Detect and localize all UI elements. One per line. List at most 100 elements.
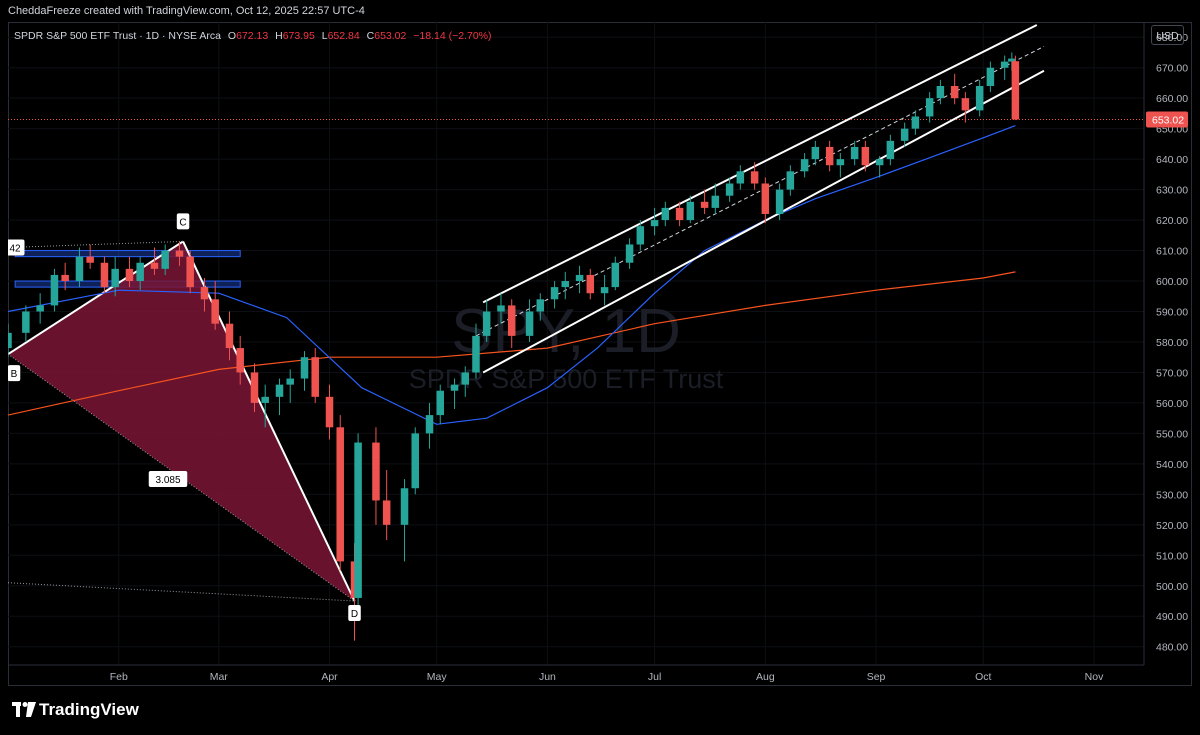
candle-up: [836, 153, 845, 178]
candle-up: [425, 402, 434, 449]
time-tick-label: Feb: [110, 671, 128, 683]
channel-lower-line: [482, 69, 1045, 374]
attribution-text: CheddaFreeze created with TradingView.co…: [8, 5, 365, 17]
candle-body: [736, 171, 745, 184]
candle-down: [675, 201, 684, 227]
pattern-leg-bd: [8, 353, 355, 602]
price-tick-label: 660.00: [1156, 93, 1188, 105]
candle-body: [22, 311, 30, 333]
candle-down: [100, 256, 109, 294]
candle-body: [436, 390, 445, 416]
candle-up: [936, 79, 945, 105]
point-label-c: C: [179, 217, 186, 228]
candle-body: [225, 323, 234, 349]
candle-down: [861, 140, 870, 172]
candle-body: [711, 195, 720, 208]
candle-body: [175, 250, 184, 257]
candle-up: [8, 323, 12, 358]
candle-body: [275, 384, 284, 397]
candle-body: [975, 85, 984, 111]
candle-body: [150, 262, 159, 269]
price-tick-label: 520.00: [1156, 520, 1188, 532]
candle-body: [100, 262, 109, 288]
candle-up: [536, 293, 545, 321]
open-label: O: [227, 30, 237, 42]
candle-body: [861, 146, 870, 166]
time-axis[interactable]: Feb Mar Apr May Jun Jul Aug Sep Oct Nov: [8, 664, 1144, 683]
pattern-labels: B C D 3.085 42: [8, 213, 361, 622]
candle-body: [400, 488, 409, 525]
point-label-b-box: [8, 365, 21, 382]
candle-body: [661, 207, 670, 221]
candle-up: [900, 122, 909, 147]
trend-channel[interactable]: [475, 24, 1045, 374]
candle-down: [125, 256, 134, 288]
candle-body: [575, 274, 584, 282]
pattern-ratio-label: 3.085: [155, 475, 180, 486]
candle-body: [825, 146, 834, 166]
candle-body: [936, 85, 945, 99]
close-label: C: [366, 30, 375, 42]
price-axis[interactable]: 480.00 490.00 500.00 510.00 520.00 530.00 540.…: [1143, 22, 1188, 665]
candle-up: [886, 134, 895, 166]
candle-up: [850, 140, 859, 166]
candle-body: [354, 442, 362, 598]
candle-up: [136, 256, 144, 291]
harmonic-pattern[interactable]: [8, 240, 356, 602]
candle-up: [711, 183, 720, 214]
candle-up: [400, 479, 409, 562]
candle-body: [250, 372, 259, 403]
candle-body: [211, 299, 219, 324]
last-price-badge: [1146, 111, 1188, 128]
point-label-b: B: [11, 369, 18, 380]
pattern-edge-label: 42: [9, 244, 21, 255]
price-tick-label: 610.00: [1156, 246, 1188, 258]
candle-down: [250, 363, 259, 413]
candle-body: [850, 146, 859, 160]
candle-up: [161, 244, 169, 275]
candle-body: [561, 281, 570, 288]
last-price-label: 653.02: [1152, 114, 1184, 126]
candle-down: [86, 244, 94, 269]
candle-down: [507, 299, 516, 349]
candle-body: [461, 372, 470, 385]
currency-button[interactable]: USD: [1151, 25, 1184, 45]
candle-body: [925, 98, 934, 117]
candle-up: [625, 238, 634, 269]
candle-body: [811, 146, 820, 160]
time-tick-label: Nov: [1085, 671, 1104, 683]
price-tick-label: 590.00: [1156, 307, 1188, 319]
candle-up: [650, 207, 659, 236]
candle-body: [886, 140, 895, 160]
high-label: H: [275, 30, 283, 42]
candle-up: [575, 265, 584, 294]
candle-down: [961, 92, 970, 123]
change-value: −18.14 (−2.70%): [413, 30, 492, 42]
candle-up: [875, 156, 884, 178]
candle-body: [700, 201, 709, 208]
price-tick-label: 540.00: [1156, 459, 1188, 471]
candle-body: [450, 384, 459, 391]
price-tick-label: 680.00: [1156, 32, 1188, 44]
candle-body: [586, 274, 595, 294]
candle-up: [461, 366, 470, 397]
candle-down: [225, 311, 234, 361]
close-value: 653.02: [374, 30, 407, 42]
candle-up: [786, 165, 795, 196]
candle-up: [1000, 55, 1009, 80]
candle-down: [750, 162, 759, 190]
candle-down: [336, 415, 344, 571]
candle-up: [472, 323, 480, 379]
candle-up: [482, 299, 491, 342]
candle-body: [986, 67, 995, 86]
candle-body: [1008, 58, 1016, 62]
candle-up: [286, 369, 294, 403]
candle-body: [750, 171, 759, 184]
price-tick-label: 630.00: [1156, 185, 1188, 197]
low-label: L: [321, 30, 328, 42]
channel-middle-line: [475, 45, 1045, 337]
candle-down: [325, 384, 334, 440]
candle-body: [61, 274, 69, 282]
candle-up: [111, 256, 119, 297]
